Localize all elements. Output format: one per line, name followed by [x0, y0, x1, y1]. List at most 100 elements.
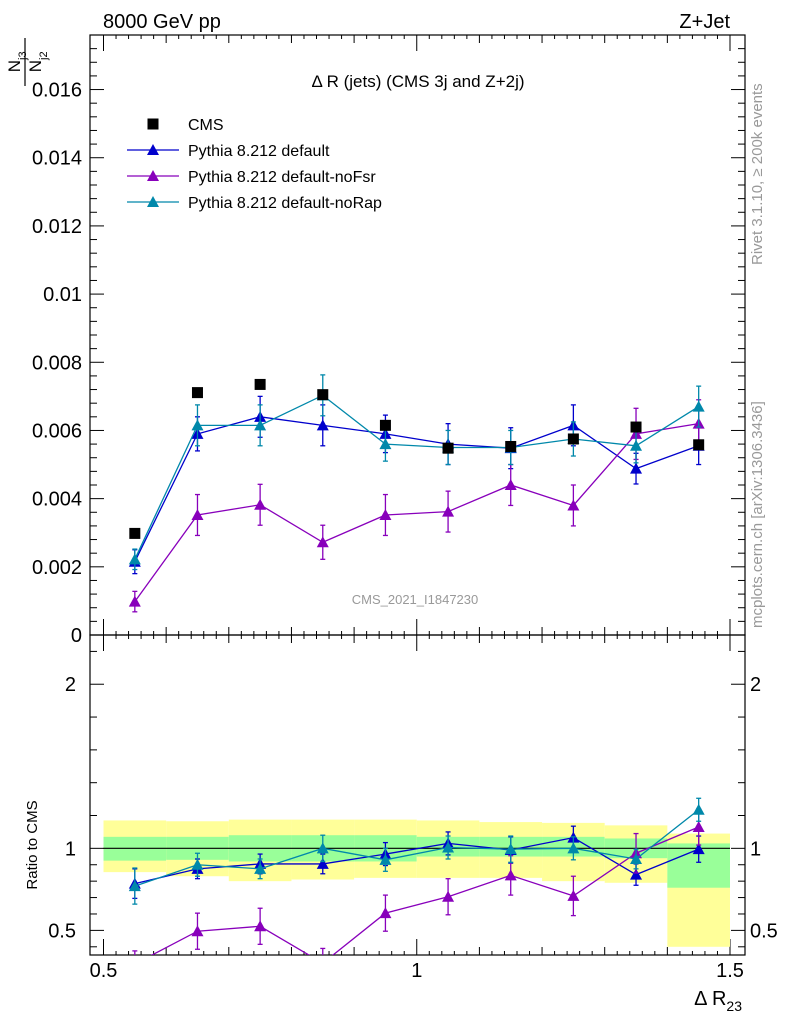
x-axis-label-main: Δ R: [694, 988, 726, 1010]
nofsr-series-point: [254, 498, 267, 510]
x-tick-label: 0.5: [90, 960, 118, 982]
ratio-y-axis-label: Ratio to CMS: [24, 800, 41, 889]
y-tick-label: 0.002: [32, 557, 82, 579]
y-label-numerator: N: [5, 60, 24, 72]
ratio-y-tick-label: 0.5: [48, 920, 76, 942]
legend-item: Pythia 8.212 default: [127, 143, 330, 160]
y-tick-label: 0: [71, 625, 82, 647]
y-tick-label: 0.014: [32, 148, 82, 170]
y-label-numerator-subscript: j3: [17, 51, 29, 61]
main-plot: 0 0.002 0.004 0.006 0.008 0.01 0.012 0.014 0.016…: [5, 34, 746, 955]
main-plot-title: Δ R (jets) (CMS 3j and Z+2j): [311, 72, 524, 91]
ratio-y-tick-label: 1: [65, 838, 76, 860]
y-tick-label: 0.01: [43, 284, 82, 306]
ratio-default-series-point: [316, 857, 329, 869]
legend: CMS Pythia 8.212 default Pythia 8.212 defa…: [127, 117, 382, 212]
cms-series-point: [567, 433, 579, 445]
legend-label: Pythia 8.212 default-noFsr: [188, 169, 376, 186]
ratio-nofsr-series-point: [129, 958, 141, 969]
ratio-nofsr-series-point: [504, 869, 517, 881]
norap-series-point: [254, 419, 267, 431]
ratio-nofsr-series-point: [567, 889, 580, 901]
legend-marker: [147, 118, 159, 130]
ratio-nofsr-series-point: [191, 925, 204, 937]
ratio-norap-series-point: [316, 842, 329, 854]
x-tick-label: 1.5: [716, 960, 744, 982]
ratio-norap-series-point: [191, 858, 204, 870]
ratio-y-tick-label-right: 0.5: [750, 920, 778, 942]
cms-series-point: [442, 442, 454, 454]
x-axis-label-subscript: 23: [726, 998, 742, 1014]
legend-marker: [147, 144, 159, 155]
ratio-norap-series-point: [692, 803, 705, 815]
y-tick-label: 0.016: [32, 80, 82, 102]
y-label-denominator: N: [26, 60, 45, 72]
cms-series-point: [317, 389, 329, 401]
cms-series-point: [630, 421, 642, 433]
ratio-nofsr-series-point: [379, 907, 392, 919]
nofsr-series-point: [128, 595, 141, 607]
nofsr-series-point: [316, 536, 329, 548]
header-left-label: 8000 GeV pp: [103, 11, 221, 33]
x-axis-label: Δ R23: [694, 988, 742, 1014]
nofsr-series-point: [442, 505, 455, 517]
x-tick-label: 1: [411, 960, 422, 982]
norap-series-point: [630, 439, 643, 451]
default-series-line: [134, 416, 699, 562]
ratio-plot: 0.5 1 1.5 0.5 0.5 1 1 2 2: [48, 634, 778, 982]
ratio-norap-series-point: [567, 842, 580, 854]
nofsr-series-point: [379, 509, 392, 520]
y-tick-label: 0.004: [32, 489, 82, 511]
ratio-y-tick-label-right: 2: [750, 674, 761, 696]
ratio-default-series-point: [630, 868, 643, 880]
legend-marker: [147, 196, 159, 207]
ratio-norap-series-point: [504, 843, 517, 855]
ratio-nofsr-series-line: [150, 826, 699, 955]
default-series-point: [630, 462, 643, 474]
ratio-nofsr-series-point: [442, 890, 455, 902]
ratio-nofsr-series-point: [254, 920, 267, 932]
norap-series-point: [379, 438, 392, 450]
mcplots-source-label: mcplots.cern.ch [arXiv:1306.3436]: [749, 401, 766, 628]
nofsr-series-point: [191, 509, 204, 520]
cms-series-point: [129, 527, 141, 539]
cms-series-point: [379, 419, 391, 431]
nofsr-series-line: [134, 422, 699, 602]
nofsr-series-point: [567, 499, 580, 511]
y-tick-label: 0.012: [32, 216, 82, 238]
legend-item: CMS: [147, 117, 224, 134]
y-tick-label: 0.006: [32, 420, 82, 442]
norap-series-point: [692, 400, 705, 412]
cms-series-point: [693, 439, 705, 451]
ratio-y-tick-label-right: 1: [750, 838, 761, 860]
legend-item: Pythia 8.212 default-noFsr: [127, 169, 376, 186]
ratio-norap-series-line: [134, 809, 700, 887]
ratio-norap-series-point: [254, 862, 267, 874]
ratio-data: [128, 797, 705, 969]
header-right-label: Z+Jet: [679, 11, 730, 33]
y-label-denominator-subscript: j2: [38, 51, 50, 61]
cms-series-point: [254, 378, 266, 390]
ratio-norap-series-point: [379, 853, 392, 865]
ratio-nofsr-series-point: [692, 821, 705, 832]
legend-label: Pythia 8.212 default: [188, 143, 330, 160]
ratio-plot-frame: [89, 634, 746, 956]
ratio-y-tick-label: 2: [65, 674, 76, 696]
nofsr-series-point: [504, 479, 517, 490]
ratio-nofsr-series-point: [317, 957, 329, 968]
legend-label: CMS: [188, 117, 224, 134]
legend-marker: [147, 170, 159, 181]
cms-series-point: [505, 440, 517, 452]
norap-series-point: [128, 553, 141, 565]
analysis-watermark: CMS_2021_I1847230: [352, 592, 479, 607]
ratio-norap-series-point: [630, 853, 643, 864]
ratio-default-series-point: [692, 843, 705, 855]
ratio-norap-series-point: [442, 841, 455, 853]
ratio-norap-series-point: [128, 880, 141, 892]
main-data: [128, 374, 705, 613]
y-tick-label: 0.008: [32, 352, 82, 374]
norap-series-point: [191, 419, 204, 431]
norap-series-line: [134, 394, 700, 560]
